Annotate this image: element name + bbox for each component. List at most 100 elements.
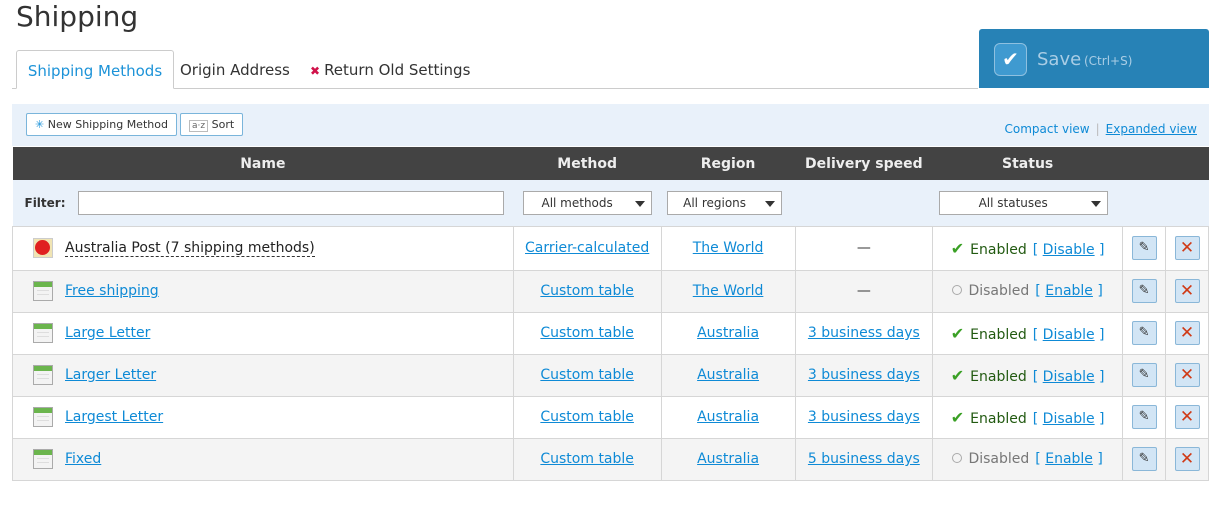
row-name-link[interactable]: Large Letter bbox=[65, 325, 151, 341]
region-filter-select[interactable]: All regions bbox=[667, 190, 783, 215]
close-icon: ✕ bbox=[1179, 238, 1195, 258]
method-link[interactable]: Custom table bbox=[540, 451, 634, 467]
pencil-icon: ✎ bbox=[1138, 409, 1150, 424]
table-icon bbox=[33, 281, 53, 301]
status-text: Enabled bbox=[970, 241, 1027, 258]
region-link[interactable]: Australia bbox=[697, 409, 760, 425]
close-icon: ✕ bbox=[1179, 449, 1195, 469]
delivery-speed-link[interactable]: 3 business days bbox=[807, 367, 920, 383]
close-icon: ✕ bbox=[1179, 365, 1195, 385]
method-link[interactable]: Custom table bbox=[540, 325, 634, 341]
toggle-status-link[interactable]: Disable bbox=[1042, 368, 1095, 385]
edit-button[interactable]: ✎ bbox=[1131, 321, 1157, 345]
close-icon: ✕ bbox=[1179, 407, 1195, 427]
delete-button[interactable]: ✕ bbox=[1174, 321, 1200, 345]
column-method: Method bbox=[513, 147, 662, 180]
check-icon: ✔ bbox=[994, 43, 1027, 76]
table-icon bbox=[33, 407, 53, 427]
expanded-view-link[interactable]: Expanded view bbox=[1105, 122, 1197, 136]
toolbar: ✳ New Shipping Method a·z Sort Compact v… bbox=[12, 104, 1209, 146]
row-name-link[interactable]: Free shipping bbox=[65, 283, 159, 299]
row-name-link[interactable]: Largest Letter bbox=[65, 409, 164, 425]
toggle-status-link[interactable]: Enable bbox=[1045, 451, 1093, 467]
pencil-icon: ✎ bbox=[1138, 325, 1150, 340]
tab-return-old-settings[interactable]: ✖ Return Old Settings bbox=[310, 61, 471, 79]
pencil-icon: ✎ bbox=[1138, 367, 1150, 382]
delivery-speed: — bbox=[856, 240, 871, 256]
delete-button[interactable]: ✕ bbox=[1174, 405, 1200, 429]
row-name[interactable]: Australia Post (7 shipping methods) bbox=[65, 240, 315, 257]
status-filter-select[interactable]: All statuses bbox=[938, 190, 1108, 215]
status-text: Disabled bbox=[968, 451, 1030, 467]
table-row: Fixed Custom table Australia 5 business … bbox=[12, 437, 1209, 481]
row-name-link[interactable]: Larger Letter bbox=[65, 367, 157, 383]
status-text: Enabled bbox=[970, 368, 1027, 385]
delete-button[interactable]: ✕ bbox=[1174, 447, 1200, 471]
delete-button[interactable]: ✕ bbox=[1174, 363, 1200, 387]
method-filter-select[interactable]: All methods bbox=[522, 190, 652, 215]
check-icon: ✔ bbox=[950, 238, 965, 258]
table-row: Free shipping Custom table The World — D… bbox=[12, 269, 1209, 313]
sparkle-icon: ✳ bbox=[35, 118, 45, 131]
x-icon: ✖ bbox=[310, 64, 321, 78]
delete-button[interactable]: ✕ bbox=[1174, 279, 1200, 303]
method-link[interactable]: Custom table bbox=[540, 283, 634, 299]
filter-label: Filter: bbox=[24, 195, 66, 210]
method-link[interactable]: Custom table bbox=[540, 367, 634, 383]
edit-button[interactable]: ✎ bbox=[1131, 279, 1157, 303]
region-link[interactable]: Australia bbox=[697, 367, 760, 383]
delivery-speed-link[interactable]: 5 business days bbox=[807, 451, 920, 467]
check-icon: ✔ bbox=[950, 407, 965, 427]
region-link[interactable]: The World bbox=[692, 283, 764, 299]
edit-button[interactable]: ✎ bbox=[1131, 363, 1157, 387]
column-status: Status bbox=[932, 147, 1123, 180]
toggle-status-link[interactable]: Disable bbox=[1042, 326, 1095, 343]
circle-icon bbox=[952, 285, 963, 295]
toggle-status-link[interactable]: Disable bbox=[1042, 241, 1095, 258]
toggle-status-link[interactable]: Disable bbox=[1042, 410, 1095, 427]
toggle-status-link[interactable]: Enable bbox=[1045, 283, 1093, 299]
column-region: Region bbox=[661, 147, 796, 180]
region-link[interactable]: Australia bbox=[697, 451, 760, 467]
check-icon: ✔ bbox=[950, 323, 965, 343]
tab-shipping-methods[interactable]: Shipping Methods bbox=[16, 50, 174, 89]
edit-button[interactable]: ✎ bbox=[1131, 405, 1157, 429]
close-icon: ✕ bbox=[1179, 323, 1195, 343]
table-row: Australia Post (7 shipping methods) Carr… bbox=[12, 225, 1209, 271]
region-link[interactable]: Australia bbox=[697, 325, 760, 341]
table-row: Largest Letter Custom table Australia 3 … bbox=[12, 395, 1209, 439]
row-name-link[interactable]: Fixed bbox=[65, 451, 102, 467]
delivery-speed: — bbox=[856, 283, 871, 299]
new-shipping-method-button[interactable]: ✳ New Shipping Method bbox=[26, 113, 177, 136]
table-icon bbox=[33, 449, 53, 469]
circle-icon bbox=[952, 453, 963, 463]
table-row: Larger Letter Custom table Australia 3 b… bbox=[12, 353, 1209, 397]
save-button[interactable]: ✔ Save (Ctrl+S) bbox=[979, 29, 1209, 88]
sort-button[interactable]: a·z Sort bbox=[180, 113, 244, 136]
tab-origin-address[interactable]: Origin Address bbox=[180, 61, 290, 79]
close-icon: ✕ bbox=[1179, 281, 1195, 301]
table-icon bbox=[33, 323, 53, 343]
delivery-speed-link[interactable]: 3 business days bbox=[807, 325, 920, 341]
check-icon: ✔ bbox=[950, 365, 965, 385]
edit-button[interactable]: ✎ bbox=[1131, 447, 1157, 471]
method-link[interactable]: Custom table bbox=[540, 409, 634, 425]
table-row: Large Letter Custom table Australia 3 bu… bbox=[12, 311, 1209, 355]
status-text: Disabled bbox=[968, 283, 1030, 299]
column-delivery-speed: Delivery speed bbox=[795, 147, 933, 180]
pencil-icon: ✎ bbox=[1138, 451, 1150, 466]
delivery-speed-link[interactable]: 3 business days bbox=[807, 409, 920, 425]
method-link[interactable]: Carrier-calculated bbox=[525, 240, 650, 256]
status-text: Enabled bbox=[970, 410, 1027, 427]
pencil-icon: ✎ bbox=[1138, 283, 1150, 298]
status-text: Enabled bbox=[970, 326, 1027, 343]
shipping-methods-table: Name Method Region Delivery speed Status… bbox=[12, 147, 1209, 481]
edit-button[interactable]: ✎ bbox=[1131, 236, 1157, 260]
table-icon bbox=[33, 365, 53, 385]
region-link[interactable]: The World bbox=[692, 240, 764, 256]
filter-input[interactable] bbox=[77, 190, 504, 215]
sort-az-icon: a·z bbox=[189, 120, 209, 132]
compact-view-link[interactable]: Compact view bbox=[1004, 122, 1090, 136]
delete-button[interactable]: ✕ bbox=[1174, 236, 1200, 260]
australia-post-icon bbox=[33, 238, 53, 258]
